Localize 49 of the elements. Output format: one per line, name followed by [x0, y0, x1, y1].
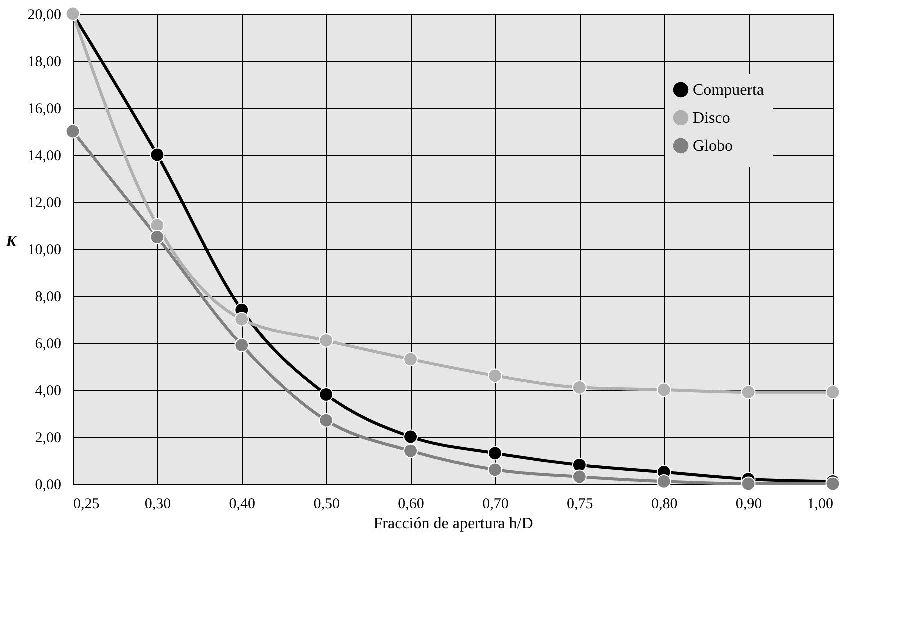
- point: [572, 380, 587, 395]
- y-tick-label: 12,00: [28, 196, 62, 212]
- legend-label: Compuerta: [693, 82, 764, 99]
- point: [234, 338, 250, 353]
- point: [488, 446, 502, 461]
- x-axis-title: Fracción de apertura h/D: [374, 516, 534, 532]
- point: [66, 124, 80, 139]
- legend-label: Disco: [693, 110, 730, 127]
- point: [319, 388, 334, 402]
- y-tick-label: 6,00: [35, 336, 62, 352]
- point: [319, 413, 334, 428]
- point: [404, 444, 418, 458]
- y-tick-label: 2,00: [35, 430, 62, 446]
- y-tick-label: 4,00: [35, 384, 62, 400]
- point: [150, 148, 165, 162]
- x-tick-label: 0,25: [74, 496, 100, 512]
- point: [319, 333, 334, 348]
- point: [572, 470, 587, 484]
- point: [488, 462, 502, 478]
- x-tick-label: 0,40: [229, 496, 256, 512]
- x-tick-label: 0,80: [651, 496, 678, 512]
- point: [234, 312, 250, 327]
- y-axis-title: K: [5, 234, 18, 250]
- y-tick-label: 14,00: [28, 148, 62, 164]
- point: [826, 385, 840, 400]
- point: [150, 218, 165, 233]
- x-tick-label: 0,60: [398, 496, 424, 512]
- y-tick-label: 16,00: [28, 102, 62, 118]
- point: [741, 385, 756, 400]
- x-tick-label: 0,30: [144, 496, 172, 512]
- y-tick-label: 18,00: [28, 54, 62, 70]
- x-tick-label: 0,50: [314, 496, 340, 512]
- point: [404, 430, 418, 444]
- point: [741, 476, 756, 492]
- point: [488, 368, 502, 384]
- point: [656, 382, 672, 398]
- y-tick-label: 8,00: [35, 290, 62, 306]
- point: [656, 474, 672, 489]
- x-tick-label: 0,70: [482, 496, 509, 512]
- y-tick-label: 0,00: [35, 478, 62, 494]
- legend-label: Globo: [693, 138, 733, 155]
- y-tick-label: 20,00: [28, 8, 62, 24]
- x-tick-label: 1,00: [807, 496, 834, 512]
- y-tick-label: 10,00: [28, 242, 62, 258]
- point: [572, 458, 587, 472]
- x-tick-label: 0,75: [567, 496, 594, 512]
- point: [404, 352, 418, 367]
- point: [150, 230, 165, 244]
- x-tick-label: 0,90: [736, 496, 762, 512]
